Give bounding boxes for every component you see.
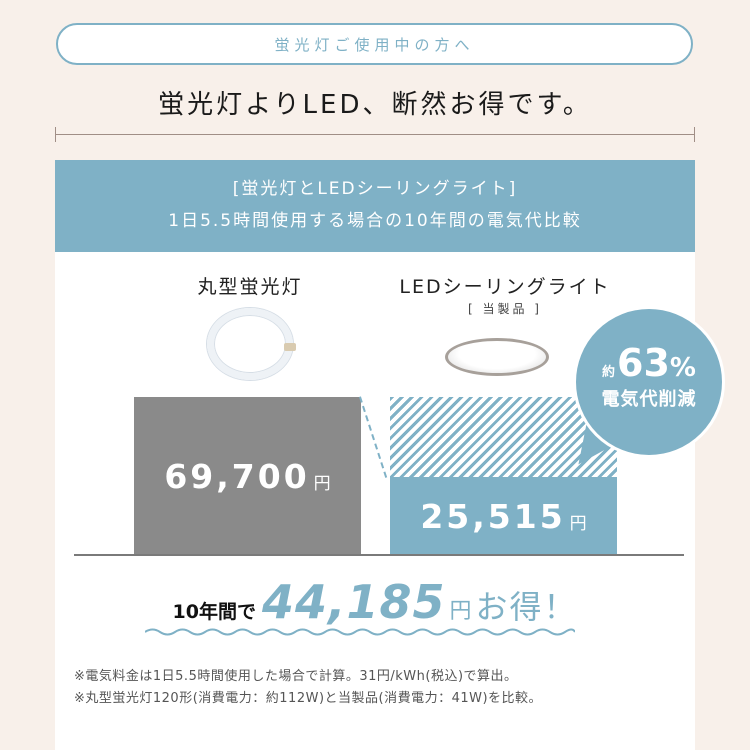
title-divider [55,127,695,142]
ceiling-light-icon [445,338,549,376]
pill-label: 蛍光灯ご使用中の方へ [274,35,475,54]
fluorescent-cost-bar: 69,700 円 [134,397,361,555]
savings-percent-bubble: 約 63 % 電気代削減 [573,306,725,458]
audience-pill: 蛍光灯ご使用中の方へ [56,23,693,65]
bubble-approx: 約 [602,365,616,380]
bubble-percent: 63 [617,341,670,385]
led-sublabel: [ 当製品 ] [468,302,542,316]
bubble-percent-sign: % [669,353,696,383]
ring-fluorescent-lamp-icon [207,308,293,380]
fluorescent-label: 丸型蛍光灯 [197,276,303,298]
footnote: ※丸型蛍光灯120形(消費電力：約112W)と当製品(消費電力：41W)を比較。 [74,691,543,706]
led-unit: 円 [569,513,587,534]
panel-title-line2: 1日5.5時間使用する場合の10年間の電気代比較 [168,211,582,231]
led-amount: 25,515 [420,496,566,536]
footnote: ※電気料金は1日5.5時間使用した場合で計算。31円/kWh(税込)で算出。 [74,669,518,684]
bubble-caption: 電気代削減 [601,389,697,410]
savings-suffix: お得！ [475,588,578,626]
fluorescent-amount: 69,700 [164,456,310,496]
savings-summary: 10年間で 44,185 円 お得！ [0,575,750,629]
lamp-connector-icon [284,343,296,351]
panel-title-line1: [蛍光灯とLEDシーリングライト] [232,179,518,199]
savings-amount: 44,185 [261,575,446,629]
page-title: 蛍光灯よりLED、断然お得です。 [158,90,592,120]
led-cost-bar: 25,515 円 [390,477,617,555]
led-label: LEDシーリングライト [399,276,611,298]
wave-underline [145,628,575,636]
chart-baseline [74,554,684,556]
savings-unit: 円 [449,599,472,624]
savings-prefix: 10年間で [172,601,256,623]
footnotes: ※電気料金は1日5.5時間使用した場合で計算。31円/kWh(税込)で算出。 ※… [74,666,542,710]
panel-header: [蛍光灯とLEDシーリングライト] 1日5.5時間使用する場合の10年間の電気代… [55,160,695,252]
fluorescent-unit: 円 [313,473,331,494]
